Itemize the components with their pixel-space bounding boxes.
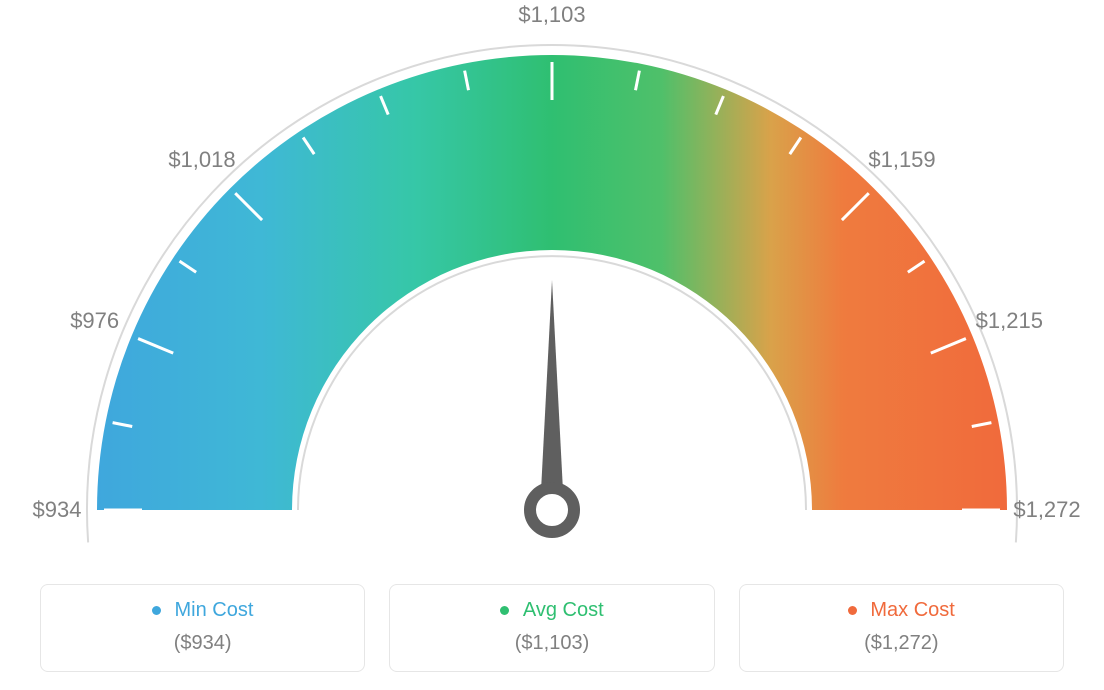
legend-dot-max <box>848 606 857 615</box>
gauge-tick-label: $1,159 <box>868 147 935 173</box>
legend-value-avg: ($1,103) <box>400 632 703 655</box>
legend-box-avg: Avg Cost ($1,103) <box>389 584 714 672</box>
legend-label-max: Max Cost <box>870 599 954 621</box>
gauge-tick-label: $976 <box>70 308 119 334</box>
legend-label-avg: Avg Cost <box>523 599 604 621</box>
gauge-chart-container: $934 $976 $1,018 $1,103 $1,159 $1,215 $1,272 M… <box>0 0 1104 690</box>
legend-box-max: Max Cost ($1,272) <box>739 584 1064 672</box>
gauge-svg <box>0 0 1104 560</box>
gauge-tick-label: $1,018 <box>168 147 235 173</box>
legend-dot-avg <box>500 606 509 615</box>
legend-row: Min Cost ($934) Avg Cost ($1,103) Max Co… <box>40 584 1064 672</box>
legend-value-max: ($1,272) <box>750 632 1053 655</box>
legend-value-min: ($934) <box>51 632 354 655</box>
gauge-area: $934 $976 $1,018 $1,103 $1,159 $1,215 $1,272 <box>0 0 1104 560</box>
gauge-tick-label: $934 <box>33 497 82 523</box>
legend-box-min: Min Cost ($934) <box>40 584 365 672</box>
legend-dot-min <box>152 606 161 615</box>
gauge-tick-label: $1,103 <box>518 2 585 28</box>
gauge-tick-label: $1,215 <box>976 308 1043 334</box>
legend-title-min: Min Cost <box>51 599 354 622</box>
legend-title-avg: Avg Cost <box>400 599 703 622</box>
legend-title-max: Max Cost <box>750 599 1053 622</box>
legend-label-min: Min Cost <box>174 599 253 621</box>
gauge-tick-label: $1,272 <box>1013 497 1080 523</box>
